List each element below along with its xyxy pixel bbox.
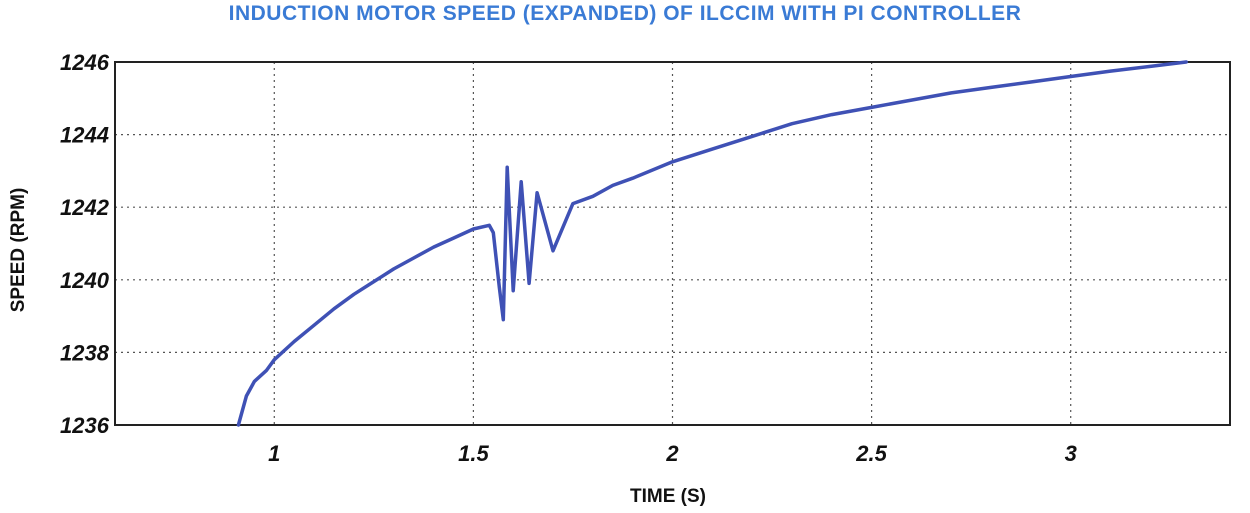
y-axis-label: SPEED (RPM) (8, 188, 29, 313)
chart-title: INDUCTION MOTOR SPEED (EXPANDED) OF ILCC… (228, 2, 1022, 25)
grid-lines (115, 62, 1230, 425)
y-tick-label: 1236 (60, 413, 110, 438)
x-tick-labels: 1 1.5 2 2.5 3 (268, 441, 1077, 466)
y-tick-label: 1240 (60, 268, 110, 293)
x-tick-label: 2.5 (855, 441, 887, 466)
y-tick-label: 1246 (60, 50, 110, 75)
x-axis-label: TIME (S) (630, 486, 706, 507)
x-tick-label: 2 (665, 441, 679, 466)
y-tick-label: 1238 (60, 340, 110, 365)
y-tick-label: 1242 (60, 195, 110, 220)
y-tick-label: 1244 (60, 123, 109, 148)
y-tick-labels: 1236 1238 1240 1242 1244 1246 (60, 50, 110, 438)
x-tick-label: 3 (1065, 441, 1077, 466)
x-tick-label: 1 (268, 441, 280, 466)
x-tick-label: 1.5 (458, 441, 489, 466)
speed-series-line (236, 60, 1188, 427)
plot-frame (114, 61, 1231, 426)
